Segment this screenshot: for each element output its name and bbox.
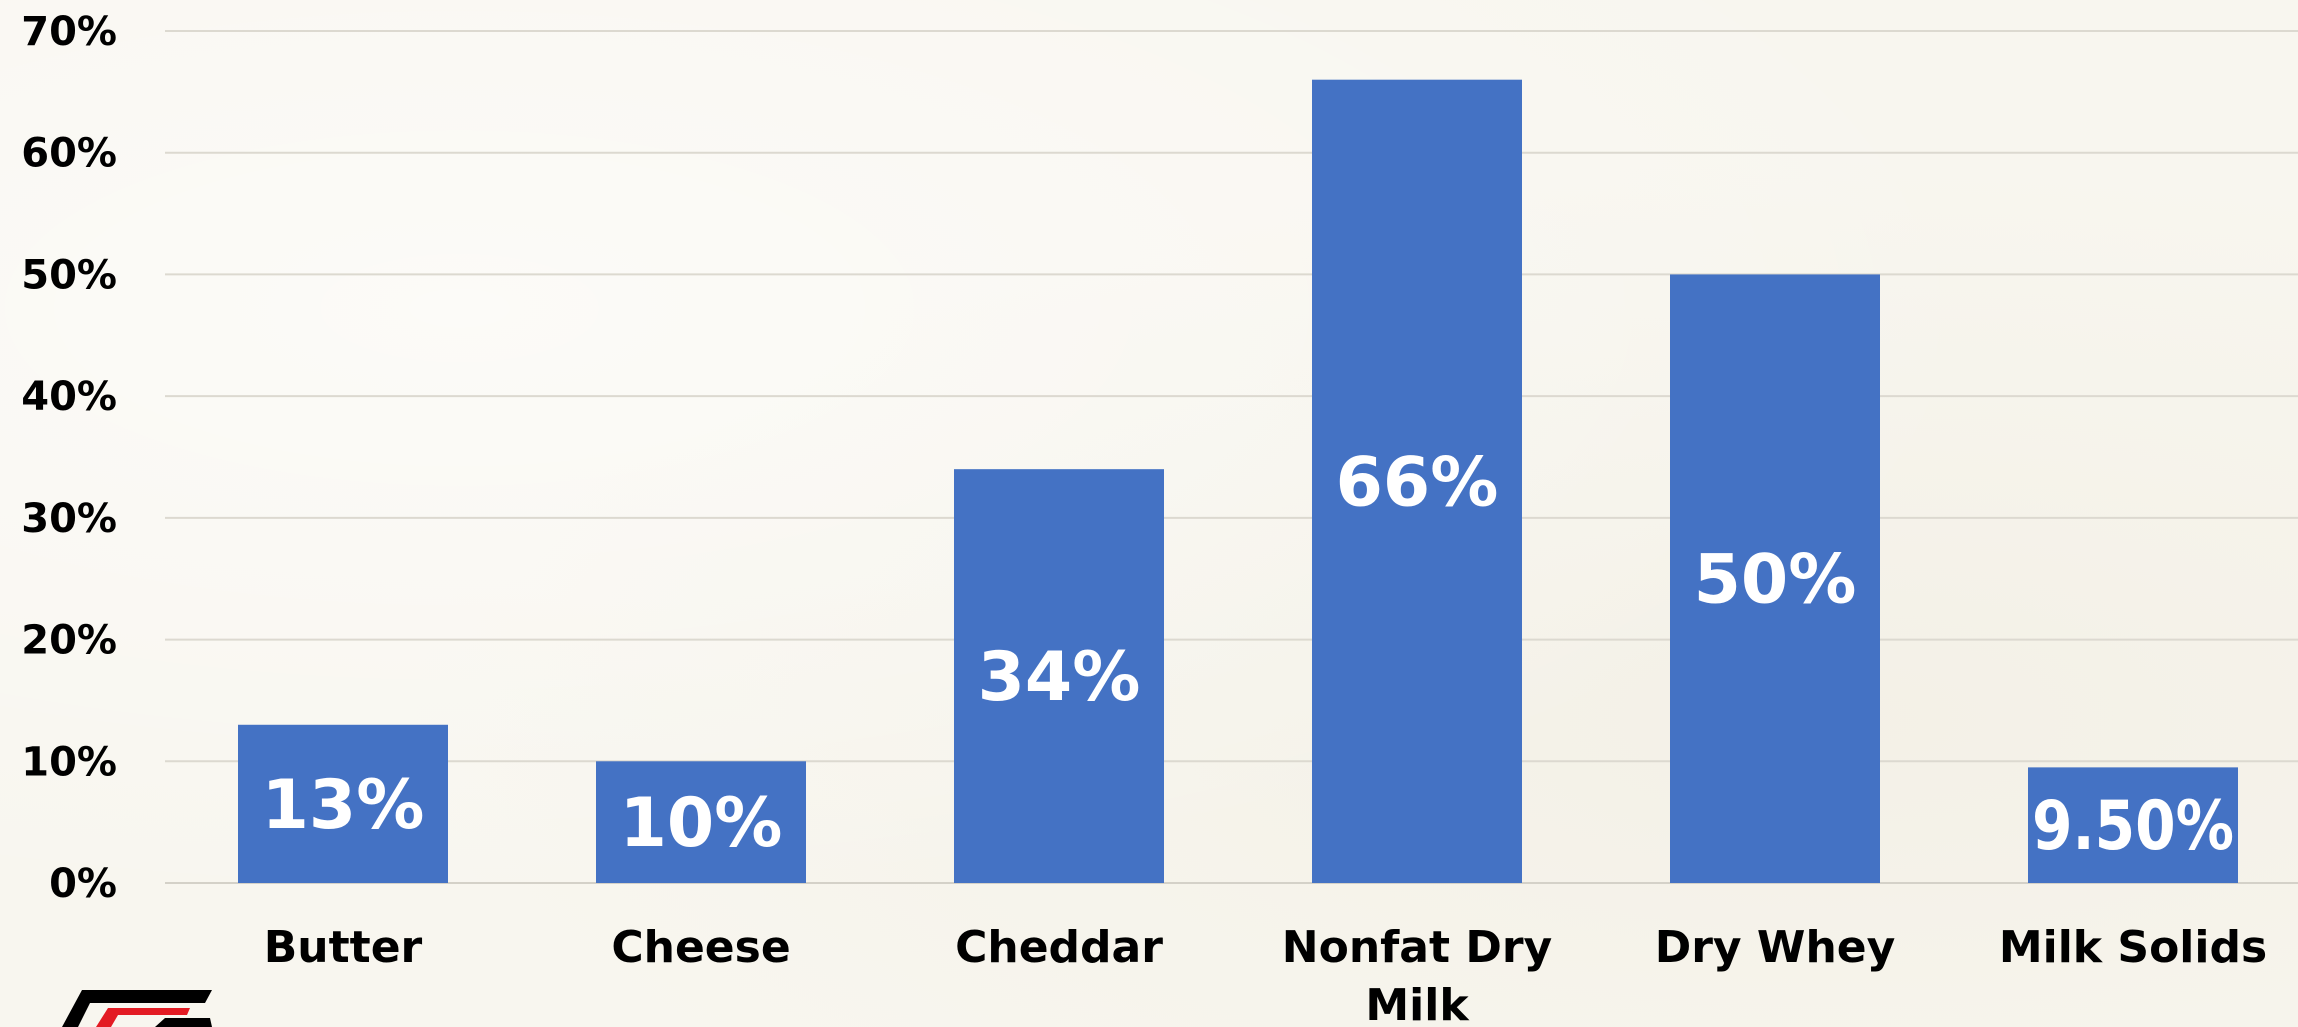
bar (596, 761, 806, 883)
x-category-label: Nonfat Dry Milk (1282, 922, 1552, 1027)
data-label: 66% (1336, 443, 1499, 522)
data-label: 10% (620, 784, 783, 863)
y-tick-label: 70% (21, 9, 117, 55)
data-label: 50% (1694, 541, 1857, 620)
x-category-label-line: Milk (1365, 980, 1470, 1027)
y-tick-label: 20% (21, 618, 117, 664)
farm-bureau-logo-icon (62, 990, 212, 1027)
y-tick-label: 30% (21, 496, 117, 542)
y-axis-tick-labels: 0% 10% 20% 30% 40% 50% 60% 70% (21, 9, 117, 907)
x-category-label: Butter (264, 922, 423, 973)
x-category-label-line: Butter (264, 922, 423, 973)
y-tick-label: 0% (49, 861, 117, 907)
x-category-label-line: Dry Whey (1655, 922, 1896, 973)
data-labels: 13% 10% 34% 66% 50% 9.50% (262, 443, 2234, 866)
x-category-label: Milk Solids (1999, 922, 2267, 973)
x-category-label: Cheddar (955, 922, 1163, 973)
y-tick-label: 40% (21, 374, 117, 420)
y-tick-label: 10% (21, 739, 117, 785)
x-category-label: Dry Whey (1655, 922, 1896, 973)
x-category-label: Cheese (611, 922, 790, 973)
x-category-label-line: Nonfat Dry (1282, 922, 1552, 973)
bars (238, 79, 2238, 883)
gridlines (165, 30, 2298, 884)
x-category-label-line: Milk Solids (1999, 922, 2267, 973)
data-label: 13% (262, 766, 425, 845)
data-label: 9.50% (2032, 787, 2234, 866)
x-axis-category-labels: Butter Cheese Cheddar Nonfat Dry Milk Dry Whe… (264, 922, 2267, 1027)
bar (1312, 79, 1522, 883)
bar (954, 469, 1164, 883)
bar (1670, 274, 1880, 883)
y-tick-label: 50% (21, 252, 117, 298)
bar (238, 724, 448, 883)
data-label: 34% (978, 638, 1141, 717)
y-tick-label: 60% (21, 131, 117, 177)
x-category-label-line: Cheddar (955, 922, 1163, 973)
x-category-label-line: Cheese (611, 922, 790, 973)
bar (2028, 767, 2238, 883)
